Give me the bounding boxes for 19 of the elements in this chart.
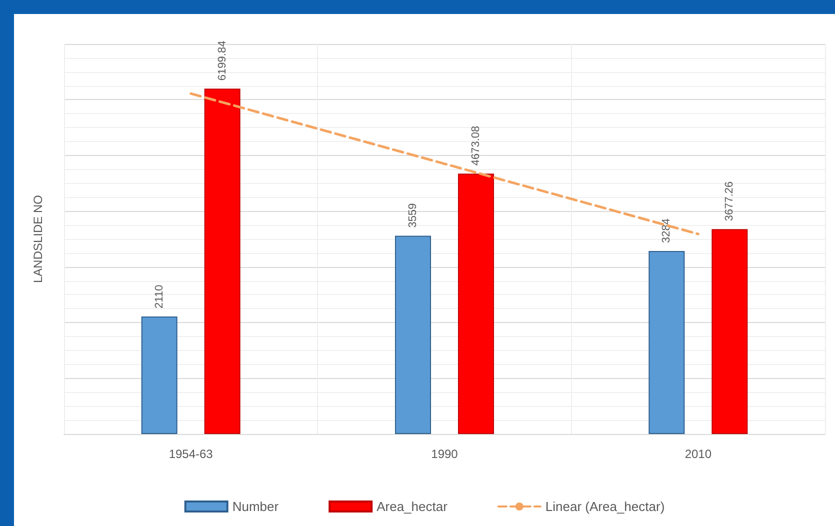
data-label: 2110	[153, 284, 166, 308]
bar	[204, 88, 240, 434]
x-tick-label: 2010	[684, 447, 712, 461]
data-label: 3677.26	[724, 181, 736, 222]
bar	[458, 174, 494, 434]
legend-label: Number	[232, 499, 280, 514]
data-label: 6199.84	[216, 40, 228, 81]
bar	[712, 229, 748, 434]
bar	[141, 316, 178, 434]
legend-label: Area_hectar	[376, 499, 448, 514]
x-tick-label: 1990	[431, 447, 458, 461]
x-tick-label: 1954-63	[168, 447, 214, 461]
bar	[648, 251, 685, 434]
bar	[395, 236, 431, 434]
legend-label: Linear (Area_hectar)	[545, 499, 665, 514]
y-axis-title: LANDSLIDE NO	[31, 194, 45, 284]
data-label: 3559	[407, 203, 419, 228]
data-label: 3284	[660, 218, 673, 244]
data-label: 4673.08	[470, 126, 482, 166]
